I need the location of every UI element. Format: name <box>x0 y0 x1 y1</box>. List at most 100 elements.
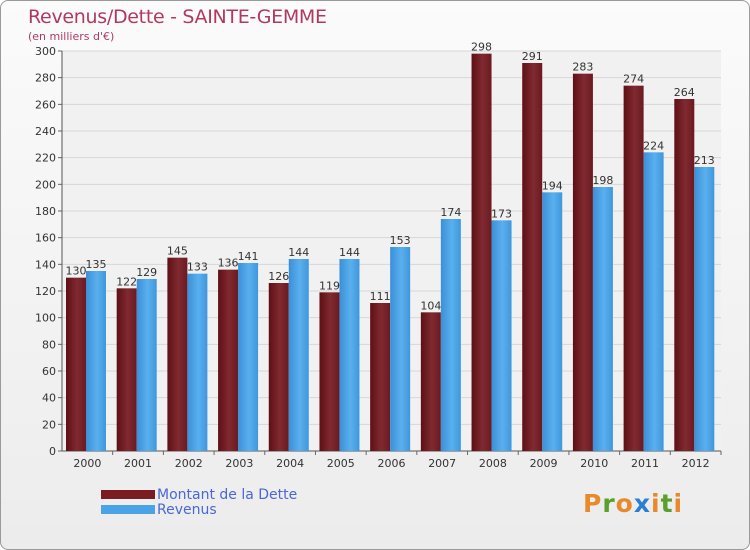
data-label-dette: 111 <box>370 290 391 303</box>
data-label-dette: 283 <box>572 61 593 74</box>
chart-subtitle: (en milliers d'€) <box>28 30 115 43</box>
bar-revenus <box>288 259 309 451</box>
bar-dette <box>116 288 137 451</box>
legend-label-revenus: Revenus <box>157 501 217 518</box>
x-tick-label: 2004 <box>276 457 304 470</box>
y-tick-label: 140 <box>35 258 56 271</box>
bar-revenus <box>592 187 613 451</box>
y-tick-label: 20 <box>42 418 56 431</box>
bar-dette <box>268 283 289 451</box>
data-label-dette: 274 <box>623 73 644 86</box>
data-label-dette: 136 <box>218 257 239 270</box>
x-tick-label: 2011 <box>631 457 659 470</box>
data-label-revenus: 129 <box>136 266 157 279</box>
data-label-dette: 298 <box>471 41 492 54</box>
bar-revenus <box>238 263 259 451</box>
bar-dette <box>674 99 695 451</box>
data-label-revenus: 153 <box>390 234 411 247</box>
bar-dette <box>167 257 188 451</box>
x-tick-label: 2003 <box>225 457 253 470</box>
x-tick-label: 2005 <box>327 457 355 470</box>
proxiti-logo: Proxiti <box>583 489 683 518</box>
data-label-dette: 126 <box>268 270 289 283</box>
x-tick-label: 2001 <box>124 457 152 470</box>
bar-revenus <box>440 219 461 451</box>
bar-revenus <box>339 259 360 451</box>
bar-revenus <box>542 192 563 452</box>
data-label-dette: 291 <box>522 50 543 63</box>
bar-revenus <box>86 271 106 451</box>
x-tick-label: 2007 <box>428 457 456 470</box>
legend: Montant de la Dette Revenus <box>101 486 298 518</box>
legend-label-dette: Montant de la Dette <box>157 486 298 503</box>
data-label-dette: 264 <box>674 86 695 99</box>
data-label-revenus: 198 <box>592 174 613 187</box>
bar-dette <box>420 312 441 451</box>
data-label-dette: 130 <box>66 265 87 278</box>
legend-item-revenus: Revenus <box>101 501 297 518</box>
bar-revenus <box>136 279 157 451</box>
logo-letter: i <box>673 489 684 518</box>
x-tick-label: 2009 <box>530 457 558 470</box>
x-tick-label: 2008 <box>479 457 507 470</box>
y-tick-label: 300 <box>35 45 56 58</box>
y-tick-label: 180 <box>35 205 56 218</box>
bar-dette <box>218 269 239 451</box>
y-tick-label: 40 <box>42 392 56 405</box>
logo-letter: o <box>615 489 634 518</box>
logo-letter: t <box>660 489 674 518</box>
data-label-dette: 104 <box>420 299 441 312</box>
bar-dette <box>623 85 644 452</box>
data-label-revenus: 224 <box>643 139 664 152</box>
y-tick-label: 220 <box>35 152 56 165</box>
y-tick-label: 0 <box>49 445 56 458</box>
y-tick-label: 260 <box>35 98 56 111</box>
bar-dette <box>66 277 86 451</box>
data-label-dette: 145 <box>167 245 188 258</box>
y-tick-label: 120 <box>35 285 56 298</box>
bar-dette <box>572 73 593 452</box>
y-tick-label: 160 <box>35 232 56 245</box>
bar-revenus <box>491 220 512 451</box>
bar-revenus <box>390 247 411 451</box>
logo-letter: i <box>651 489 661 518</box>
bar-dette <box>522 63 543 451</box>
bar-dette <box>370 303 391 451</box>
x-tick-label: 2012 <box>682 457 710 470</box>
data-label-revenus: 133 <box>187 261 208 274</box>
y-tick-label: 100 <box>35 312 56 325</box>
y-tick-label: 280 <box>35 72 56 85</box>
data-label-revenus: 173 <box>491 207 512 220</box>
data-label-revenus: 141 <box>238 250 259 263</box>
data-label-dette: 122 <box>116 275 137 288</box>
bar-revenus <box>187 273 208 451</box>
y-tick-label: 60 <box>42 365 56 378</box>
bar-revenus <box>694 167 715 451</box>
data-label-revenus: 213 <box>694 154 715 167</box>
data-label-revenus: 174 <box>440 206 461 219</box>
y-tick-label: 200 <box>35 178 56 191</box>
data-label-revenus: 194 <box>542 179 563 192</box>
bar-revenus <box>643 152 664 452</box>
logo-letter: x <box>633 489 651 518</box>
data-label-dette: 119 <box>319 279 340 292</box>
bar-dette <box>471 53 492 452</box>
x-tick-label: 2000 <box>73 457 101 470</box>
legend-swatch-revenus <box>101 505 155 514</box>
y-tick-label: 80 <box>42 338 56 351</box>
x-tick-label: 2010 <box>580 457 608 470</box>
logo-letter: P <box>583 489 603 518</box>
bar-dette <box>319 292 340 451</box>
data-label-revenus: 135 <box>86 258 107 271</box>
data-label-revenus: 144 <box>288 246 309 259</box>
x-tick-label: 2002 <box>175 457 203 470</box>
x-tick-label: 2006 <box>378 457 406 470</box>
logo-letter: r <box>602 489 616 518</box>
data-label-revenus: 144 <box>339 246 360 259</box>
legend-swatch-dette <box>101 490 155 499</box>
legend-item-dette: Montant de la Dette <box>101 486 298 503</box>
chart-title: Revenus/Dette - SAINTE-GEMME <box>28 6 327 28</box>
y-tick-label: 240 <box>35 125 56 138</box>
